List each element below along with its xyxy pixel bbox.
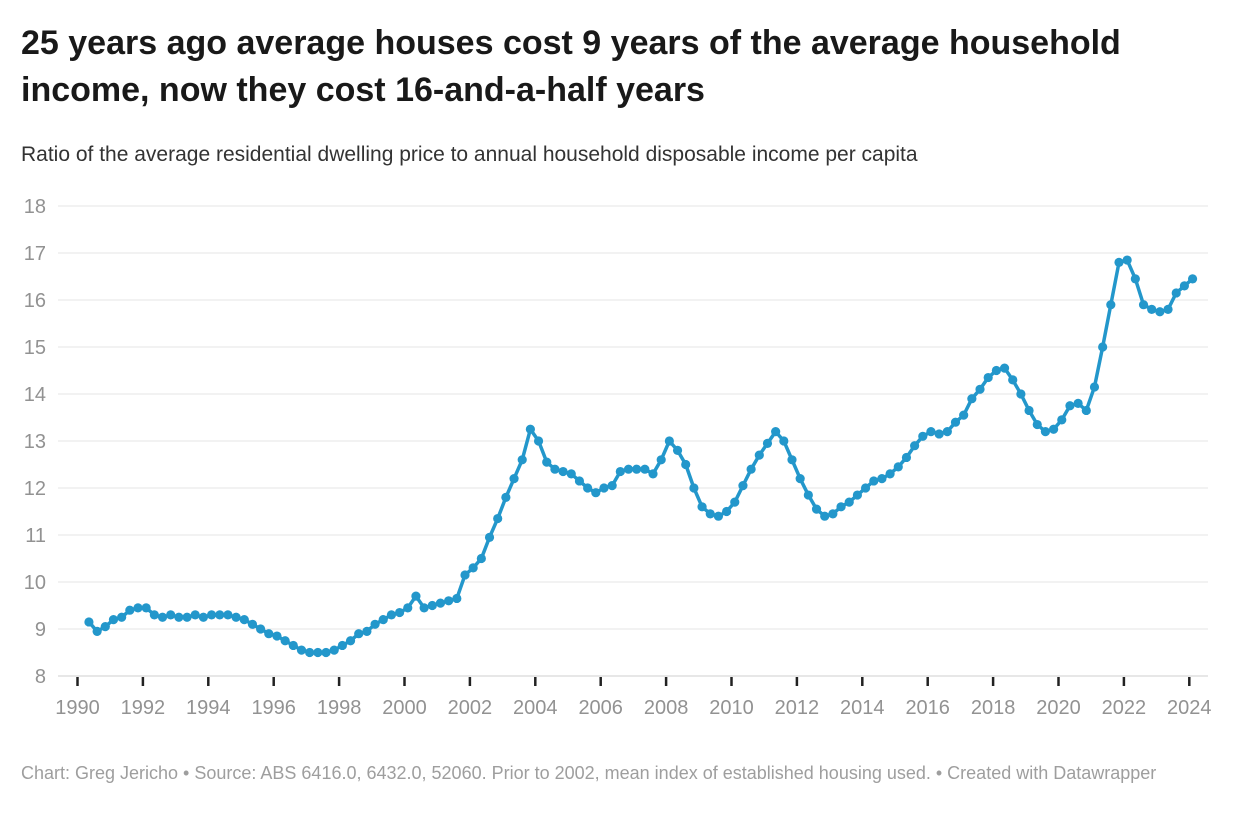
svg-text:1998: 1998: [317, 697, 362, 719]
svg-text:12: 12: [24, 478, 46, 500]
svg-text:1994: 1994: [186, 697, 231, 719]
svg-text:2014: 2014: [840, 697, 885, 719]
svg-text:1996: 1996: [251, 697, 296, 719]
svg-text:11: 11: [25, 525, 46, 547]
svg-text:2018: 2018: [971, 697, 1016, 719]
svg-text:2006: 2006: [578, 697, 623, 719]
svg-text:13: 13: [24, 431, 46, 453]
svg-text:2022: 2022: [1102, 697, 1147, 719]
svg-text:18: 18: [24, 196, 46, 218]
chart-subtitle: Ratio of the average residential dwellin…: [21, 143, 918, 166]
svg-text:1992: 1992: [121, 697, 166, 719]
svg-text:2020: 2020: [1036, 697, 1081, 719]
svg-text:9: 9: [35, 619, 46, 641]
svg-text:2002: 2002: [448, 697, 493, 719]
svg-text:1990: 1990: [55, 697, 100, 719]
svg-text:10: 10: [24, 572, 46, 594]
svg-text:8: 8: [35, 666, 46, 688]
svg-text:2016: 2016: [905, 697, 950, 719]
svg-text:2008: 2008: [644, 697, 689, 719]
chart-title: 25 years ago average houses cost 9 years…: [21, 24, 1121, 109]
svg-text:2010: 2010: [709, 697, 754, 719]
attribution-footer: Chart: Greg Jericho • Source: ABS 6416.0…: [21, 763, 1157, 783]
svg-text:2012: 2012: [775, 697, 820, 719]
svg-text:2004: 2004: [513, 697, 558, 719]
svg-text:2024: 2024: [1167, 697, 1212, 719]
svg-text:14: 14: [24, 384, 46, 406]
chart-area: 8 9 10 11 12 13 14 15 16 17 18 1990 1992 1994 1996 1998…: [0, 188, 1240, 738]
svg-text:16: 16: [24, 290, 46, 312]
svg-text:2000: 2000: [382, 697, 427, 719]
svg-text:17: 17: [24, 243, 46, 265]
svg-text:15: 15: [24, 337, 46, 359]
line-chart: 8 9 10 11 12 13 14 15 16 17 18 1990 1992 1994 1996 1998…: [24, 196, 1212, 719]
